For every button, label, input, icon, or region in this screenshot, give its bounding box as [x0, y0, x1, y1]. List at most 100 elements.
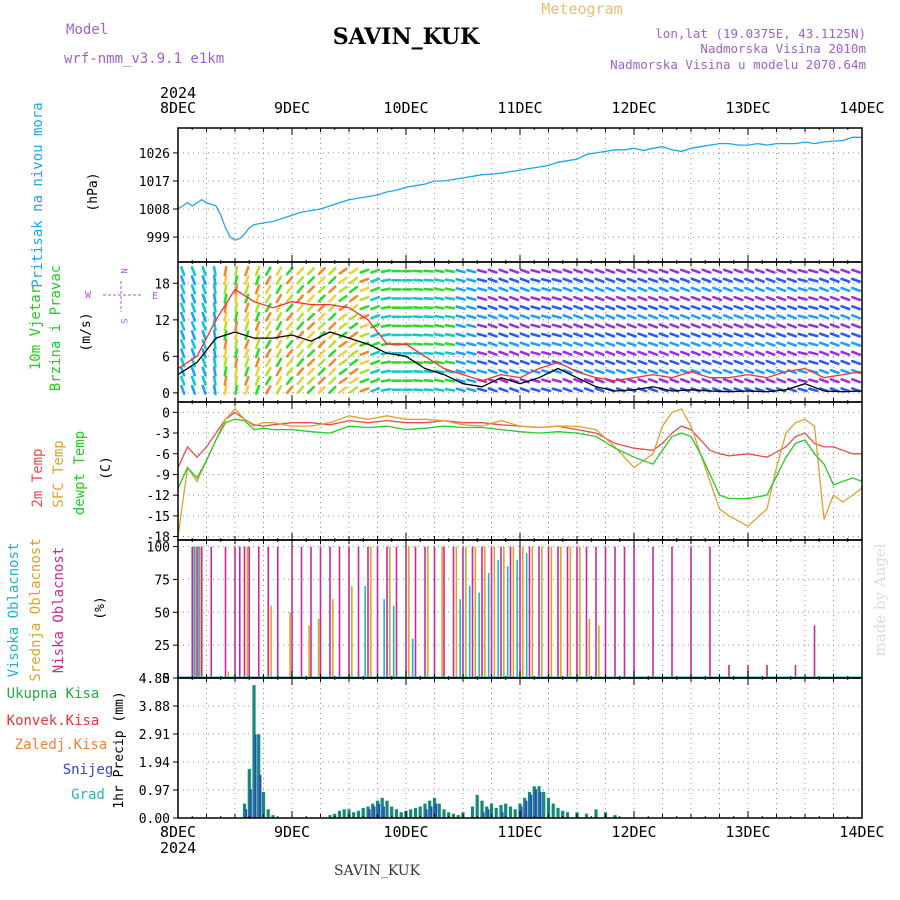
- wind-arrow: [380, 269, 392, 274]
- wind-arrow: [626, 350, 637, 357]
- wind-arrow: [744, 323, 755, 329]
- wind-arrow: [180, 275, 186, 286]
- wind-arrow: [466, 305, 477, 311]
- wind-arrow: [338, 285, 348, 294]
- x-day-label-top: 8DEC: [160, 99, 196, 117]
- wind-arrow: [444, 305, 456, 310]
- wind-arrow: [190, 329, 197, 341]
- wind-arrow: [551, 378, 563, 384]
- pressure-ylabel: Pritisak na nivou mora: [30, 102, 46, 287]
- wind-arrow: [455, 360, 466, 365]
- wind-arrow: [498, 387, 509, 393]
- wind-arrow: [306, 330, 316, 340]
- precip-bar: [368, 809, 371, 818]
- wind-arrow: [201, 302, 207, 313]
- wind-arrow: [412, 378, 424, 383]
- wind-arrow: [637, 368, 648, 375]
- wind-arrow: [508, 368, 520, 375]
- precip-bar: [409, 809, 413, 818]
- wind-arrow: [201, 329, 207, 341]
- precip-bar: [542, 792, 546, 818]
- wind-arrow: [615, 304, 627, 311]
- wind-arrow: [264, 339, 272, 349]
- precip-bar: [425, 809, 428, 818]
- wind-arrow: [296, 385, 305, 395]
- precip-bar: [447, 812, 451, 818]
- wind-arrow: [444, 387, 456, 392]
- wind-arrow: [466, 287, 477, 292]
- wind-arrow: [180, 375, 186, 386]
- precip-bar: [456, 815, 460, 818]
- wind-arrow: [223, 311, 228, 323]
- wind-arrow: [530, 323, 541, 329]
- wind-arrow: [433, 296, 445, 301]
- wind-arrow: [712, 314, 723, 320]
- wind-arrow: [498, 323, 509, 329]
- wind-arrow: [594, 387, 605, 393]
- wind-arrow: [808, 350, 819, 356]
- wind-arrow: [637, 377, 648, 384]
- wind-arrow: [317, 349, 326, 358]
- wind-arrow: [508, 314, 520, 320]
- wind-arrow: [605, 332, 616, 338]
- wind-arrow: [487, 387, 498, 393]
- wind-arrow: [712, 332, 723, 338]
- x-day-label-bottom: 11DEC: [497, 823, 542, 841]
- compass-n: N: [118, 268, 128, 273]
- precip-bar: [413, 807, 418, 818]
- wind-arrow: [626, 359, 637, 366]
- wind-arrow: [498, 341, 509, 347]
- wind-arrow: [212, 357, 217, 368]
- wind-arrow: [733, 350, 744, 357]
- precip-bar: [390, 806, 394, 818]
- wind-arrow: [476, 268, 488, 274]
- wind-arrow: [254, 366, 261, 377]
- wind-arrow: [647, 341, 659, 347]
- wind-arrow: [669, 286, 680, 293]
- wind-arrow: [476, 387, 488, 393]
- wind-arrow: [285, 303, 294, 313]
- x-day-label-bottom: 14DEC: [839, 823, 884, 841]
- wind-arrow: [776, 277, 787, 283]
- wind-arrow: [818, 377, 830, 384]
- wind-arrow: [733, 286, 744, 293]
- wind-arrow: [244, 311, 250, 322]
- precip-legend-item: Grad: [71, 787, 105, 803]
- wind-arrow: [328, 276, 337, 285]
- wind-arrow: [669, 350, 680, 357]
- wind-arrow: [605, 295, 616, 302]
- wind-arrow: [744, 368, 755, 375]
- wind-arrow: [444, 342, 456, 347]
- x-day-label-bottom: 9DEC: [274, 823, 310, 841]
- wind-arrow: [594, 295, 605, 302]
- wind-arrow: [317, 294, 326, 303]
- wind-arrow: [380, 387, 392, 392]
- wind-arrow: [508, 377, 520, 384]
- wind-arrow: [201, 275, 207, 286]
- wind-arrow: [234, 320, 239, 332]
- wind-arrow: [223, 375, 228, 386]
- wind-arrow: [359, 332, 370, 338]
- wind-arrow: [212, 348, 217, 359]
- precip-bar: [356, 810, 361, 818]
- y-tick-label: 12: [154, 314, 170, 329]
- wind-arrow: [679, 304, 691, 311]
- wind-arrow: [562, 359, 573, 366]
- wind-arrow: [285, 348, 294, 358]
- wind-arrow: [712, 277, 723, 283]
- wind-arrow: [808, 387, 819, 393]
- wind-arrow: [605, 277, 616, 283]
- wind-arrow: [626, 368, 637, 375]
- wind-arrow: [412, 278, 424, 282]
- wind-arrow: [605, 359, 616, 366]
- wind-arrow: [722, 350, 733, 357]
- wind-arrow: [190, 375, 197, 386]
- wind-arrow: [349, 349, 359, 357]
- wind-arrow: [498, 277, 509, 283]
- wind-arrow: [733, 377, 744, 384]
- x-day-label-bottom: 13DEC: [725, 823, 770, 841]
- wind-arrow: [519, 387, 530, 393]
- wind-arrow: [180, 329, 186, 341]
- wind-arrow: [690, 368, 701, 375]
- wind-arrow: [840, 350, 851, 357]
